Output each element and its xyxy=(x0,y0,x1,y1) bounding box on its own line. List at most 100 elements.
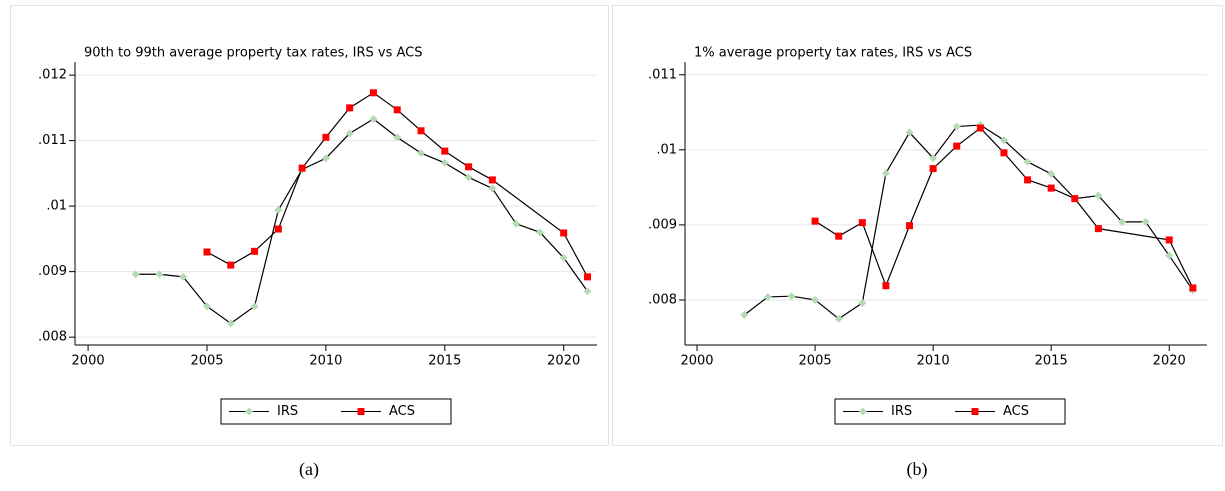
data-point xyxy=(464,173,473,182)
data-point xyxy=(858,219,866,227)
legend-label: ACS xyxy=(389,404,415,419)
legend-label: ACS xyxy=(1003,404,1029,419)
legend-label: IRS xyxy=(891,404,912,419)
data-point xyxy=(465,163,473,171)
legend-swatch xyxy=(971,408,979,415)
caption: (b) xyxy=(907,459,928,480)
series-line xyxy=(743,124,1194,320)
data-point xyxy=(393,106,401,114)
data-point xyxy=(906,222,914,230)
y-tick-label: .008 xyxy=(648,292,677,307)
data-point xyxy=(835,232,843,240)
data-point xyxy=(905,128,914,137)
data-point xyxy=(226,319,235,328)
legend-box xyxy=(220,398,452,425)
y-tick-label: .01 xyxy=(46,199,67,214)
data-point xyxy=(1189,284,1197,292)
data-point xyxy=(202,302,211,311)
data-point xyxy=(131,270,140,279)
legend-swatch xyxy=(357,408,365,415)
data-point xyxy=(999,136,1008,145)
data-point xyxy=(1165,236,1173,244)
x-tick-label: 2020 xyxy=(547,354,580,369)
data-point xyxy=(512,219,521,228)
data-point xyxy=(322,133,330,141)
data-point xyxy=(583,273,591,281)
data-point xyxy=(811,217,819,225)
legend-swatch xyxy=(245,407,253,416)
data-point xyxy=(369,114,378,123)
x-tick-label: 2005 xyxy=(190,354,223,369)
x-tick-label: 2000 xyxy=(680,354,713,369)
data-point xyxy=(417,127,425,135)
data-point xyxy=(345,129,354,138)
data-point xyxy=(976,124,984,132)
data-point xyxy=(882,282,890,290)
data-point xyxy=(1141,217,1150,226)
data-point xyxy=(250,302,259,311)
data-point xyxy=(369,89,377,97)
data-point xyxy=(346,104,354,112)
y-tick-label: .009 xyxy=(648,217,677,232)
y-tick-label: .012 xyxy=(38,68,67,83)
data-point xyxy=(1118,217,1127,226)
chart-title: 90th to 99th average property tax rates,… xyxy=(84,46,423,61)
x-tick-label: 2010 xyxy=(917,354,950,369)
data-point xyxy=(488,176,496,184)
data-point xyxy=(1047,169,1056,178)
y-tick-label: .008 xyxy=(38,330,67,345)
data-point xyxy=(203,248,211,256)
data-point xyxy=(1094,225,1102,233)
data-point xyxy=(1024,176,1032,184)
x-tick-label: 2020 xyxy=(1153,354,1186,369)
x-tick-label: 2005 xyxy=(799,354,832,369)
data-point xyxy=(1023,157,1032,166)
data-point xyxy=(251,247,259,255)
data-point xyxy=(1094,191,1103,200)
panel-frame xyxy=(612,5,1223,446)
data-point xyxy=(929,154,938,163)
data-point xyxy=(953,142,961,150)
data-point xyxy=(952,122,961,131)
data-point xyxy=(274,206,283,215)
data-point xyxy=(298,164,306,172)
legend-label: IRS xyxy=(277,404,298,419)
series-line xyxy=(135,118,588,325)
data-point xyxy=(417,149,426,158)
y-tick-label: .009 xyxy=(38,264,67,279)
data-point xyxy=(929,165,937,173)
data-point xyxy=(881,169,890,178)
chart-title: 1% average property tax rates, IRS vs AC… xyxy=(694,46,972,61)
data-point xyxy=(1047,184,1055,192)
data-point xyxy=(274,225,282,233)
y-tick-label: .011 xyxy=(38,133,67,148)
x-tick-label: 2000 xyxy=(72,354,105,369)
x-tick-label: 2015 xyxy=(428,354,461,369)
panel-frame xyxy=(10,5,609,446)
data-point xyxy=(179,272,188,281)
data-point xyxy=(441,147,449,155)
data-point xyxy=(763,292,772,301)
data-point xyxy=(535,228,544,237)
data-point xyxy=(1071,195,1079,203)
data-point xyxy=(583,287,592,296)
data-point xyxy=(811,295,820,304)
data-point xyxy=(393,133,402,142)
y-tick-label: .011 xyxy=(648,67,677,82)
series-line xyxy=(206,92,589,278)
caption: (a) xyxy=(299,459,319,480)
data-point xyxy=(560,229,568,237)
data-point xyxy=(787,292,796,301)
legend-swatch xyxy=(859,407,867,416)
data-point xyxy=(858,298,867,307)
x-tick-label: 2010 xyxy=(309,354,342,369)
data-point xyxy=(321,154,330,163)
data-point xyxy=(559,253,568,262)
data-point xyxy=(488,184,497,193)
y-tick-label: .01 xyxy=(656,142,677,157)
data-point xyxy=(740,310,749,319)
data-point xyxy=(1000,149,1008,157)
data-point xyxy=(834,314,843,323)
data-point xyxy=(227,261,235,269)
